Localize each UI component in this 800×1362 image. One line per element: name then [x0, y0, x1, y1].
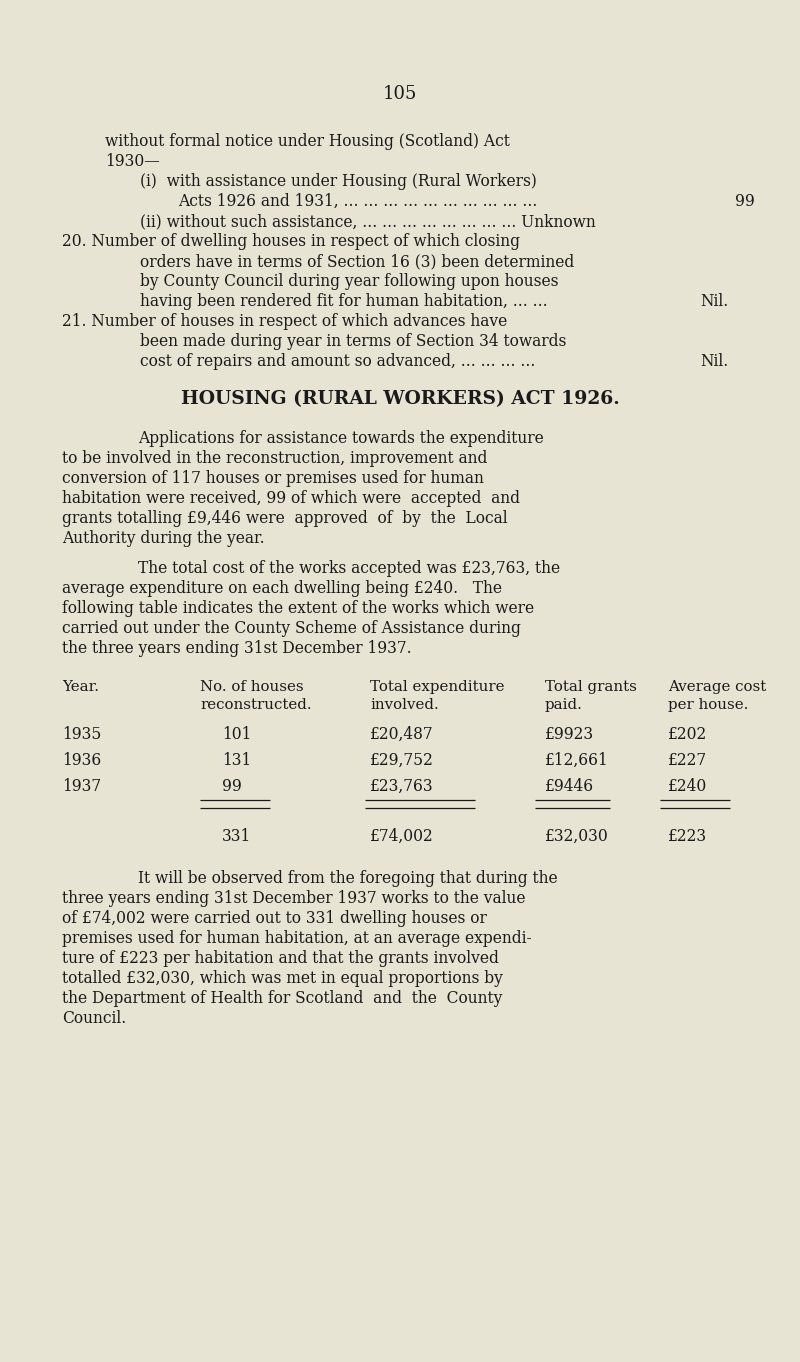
- Text: carried out under the County Scheme of Assistance during: carried out under the County Scheme of A…: [62, 620, 521, 637]
- Text: Nil.: Nil.: [700, 293, 728, 311]
- Text: 1937: 1937: [62, 778, 101, 795]
- Text: orders have in terms of Section 16 (3) been determined: orders have in terms of Section 16 (3) b…: [140, 253, 574, 270]
- Text: Authority during the year.: Authority during the year.: [62, 530, 265, 548]
- Text: £20,487: £20,487: [370, 726, 434, 744]
- Text: involved.: involved.: [370, 697, 438, 712]
- Text: £12,661: £12,661: [545, 752, 609, 770]
- Text: Nil.: Nil.: [700, 353, 728, 370]
- Text: Total grants: Total grants: [545, 680, 637, 695]
- Text: paid.: paid.: [545, 697, 583, 712]
- Text: £9923: £9923: [545, 726, 594, 744]
- Text: 21. Number of houses in respect of which advances have: 21. Number of houses in respect of which…: [62, 313, 507, 330]
- Text: grants totalling £9,446 were  approved  of  by  the  Local: grants totalling £9,446 were approved of…: [62, 509, 508, 527]
- Text: HOUSING (RURAL WORKERS) ACT 1926.: HOUSING (RURAL WORKERS) ACT 1926.: [181, 390, 619, 409]
- Text: having been rendered fit for human habitation, ... ...: having been rendered fit for human habit…: [140, 293, 548, 311]
- Text: £29,752: £29,752: [370, 752, 434, 770]
- Text: cost of repairs and amount so advanced, ... ... ... ...: cost of repairs and amount so advanced, …: [140, 353, 535, 370]
- Text: (ii) without such assistance, ... ... ... ... ... ... ... ... Unknown: (ii) without such assistance, ... ... ..…: [140, 212, 596, 230]
- Text: £74,002: £74,002: [370, 828, 434, 844]
- Text: 131: 131: [222, 752, 251, 770]
- Text: to be involved in the reconstruction, improvement and: to be involved in the reconstruction, im…: [62, 449, 487, 467]
- Text: been made during year in terms of Section 34 towards: been made during year in terms of Sectio…: [140, 332, 566, 350]
- Text: £240: £240: [668, 778, 707, 795]
- Text: £227: £227: [668, 752, 707, 770]
- Text: 1935: 1935: [62, 726, 102, 744]
- Text: £202: £202: [668, 726, 707, 744]
- Text: No. of houses: No. of houses: [200, 680, 304, 695]
- Text: the three years ending 31st December 1937.: the three years ending 31st December 193…: [62, 640, 412, 656]
- Text: by County Council during year following upon houses: by County Council during year following …: [140, 272, 558, 290]
- Text: three years ending 31st December 1937 works to the value: three years ending 31st December 1937 wo…: [62, 889, 526, 907]
- Text: 1930—: 1930—: [105, 153, 160, 170]
- Text: The total cost of the works accepted was £23,763, the: The total cost of the works accepted was…: [138, 560, 560, 577]
- Text: Applications for assistance towards the expenditure: Applications for assistance towards the …: [138, 430, 544, 447]
- Text: ture of £223 per habitation and that the grants involved: ture of £223 per habitation and that the…: [62, 951, 499, 967]
- Text: without formal notice under Housing (Scotland) Act: without formal notice under Housing (Sco…: [105, 133, 510, 150]
- Text: reconstructed.: reconstructed.: [200, 697, 312, 712]
- Text: premises used for human habitation, at an average expendi-: premises used for human habitation, at a…: [62, 930, 532, 947]
- Text: per house.: per house.: [668, 697, 748, 712]
- Text: £32,030: £32,030: [545, 828, 609, 844]
- Text: Acts 1926 and 1931, ... ... ... ... ... ... ... ... ... ...: Acts 1926 and 1931, ... ... ... ... ... …: [178, 193, 538, 210]
- Text: 105: 105: [383, 84, 417, 104]
- Text: average expenditure on each dwelling being £240.   The: average expenditure on each dwelling bei…: [62, 580, 502, 597]
- Text: Average cost: Average cost: [668, 680, 766, 695]
- Text: Council.: Council.: [62, 1011, 126, 1027]
- Text: £223: £223: [668, 828, 707, 844]
- Text: 331: 331: [222, 828, 251, 844]
- Text: £23,763: £23,763: [370, 778, 434, 795]
- Text: of £74,002 were carried out to 331 dwelling houses or: of £74,002 were carried out to 331 dwell…: [62, 910, 487, 928]
- Text: It will be observed from the foregoing that during the: It will be observed from the foregoing t…: [138, 870, 558, 887]
- Text: the Department of Health for Scotland  and  the  County: the Department of Health for Scotland an…: [62, 990, 502, 1007]
- Text: 101: 101: [222, 726, 251, 744]
- Text: 99: 99: [735, 193, 754, 210]
- Text: Total expenditure: Total expenditure: [370, 680, 505, 695]
- Text: habitation were received, 99 of which were  accepted  and: habitation were received, 99 of which we…: [62, 490, 520, 507]
- Text: conversion of 117 houses or premises used for human: conversion of 117 houses or premises use…: [62, 470, 484, 488]
- Text: (i)  with assistance under Housing (Rural Workers): (i) with assistance under Housing (Rural…: [140, 173, 537, 191]
- Text: 1936: 1936: [62, 752, 102, 770]
- Text: Year.: Year.: [62, 680, 99, 695]
- Text: £9446: £9446: [545, 778, 594, 795]
- Text: 99: 99: [222, 778, 242, 795]
- Text: 20. Number of dwelling houses in respect of which closing: 20. Number of dwelling houses in respect…: [62, 233, 520, 251]
- Text: totalled £32,030, which was met in equal proportions by: totalled £32,030, which was met in equal…: [62, 970, 503, 987]
- Text: following table indicates the extent of the works which were: following table indicates the extent of …: [62, 601, 534, 617]
